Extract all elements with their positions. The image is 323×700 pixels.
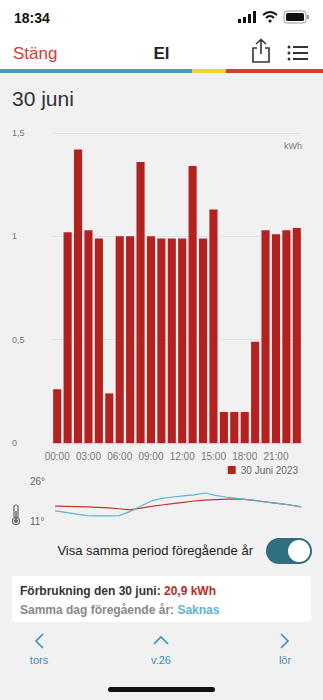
html-text:Förbrukning den 30 juni: 20,9: Förbrukning den 30 juni: 20,9 kWh	[20, 584, 216, 598]
html-text:18:34: 18:34	[14, 10, 50, 26]
svg-text:21:00: 21:00	[263, 451, 288, 462]
svg-text:15:00: 15:00	[201, 451, 226, 462]
svg-text:0,5: 0,5	[12, 335, 25, 345]
svg-text:1,5: 1,5	[12, 128, 25, 138]
svg-text:30 Juni 2023: 30 Juni 2023	[241, 465, 299, 476]
svg-text:09:00: 09:00	[138, 451, 163, 462]
svg-text:kWh: kWh	[284, 141, 302, 151]
html-text:Samma dag föregående år: Sakna: Samma dag föregående år: Saknas	[20, 603, 220, 617]
svg-text:11°: 11°	[30, 516, 44, 527]
svg-text:18:00: 18:00	[232, 451, 257, 462]
html-text:El: El	[153, 44, 170, 63]
svg-text:26°: 26°	[30, 476, 45, 487]
svg-text:0: 0	[12, 438, 17, 448]
svg-text:03:00: 03:00	[76, 451, 101, 462]
html-text:lör: lör	[278, 654, 292, 666]
svg-text:1: 1	[12, 231, 17, 241]
html-text:tors: tors	[29, 654, 49, 666]
html-text:Visa samma period föregående å: Visa samma period föregående år	[57, 543, 253, 558]
svg-text:12:00: 12:00	[170, 451, 195, 462]
html-text:v.26: v.26	[151, 654, 171, 666]
html-text:Stäng: Stäng	[13, 44, 58, 63]
svg-text:06:00: 06:00	[107, 451, 132, 462]
svg-text:00:00: 00:00	[45, 451, 70, 462]
html-text:30 juni: 30 juni	[12, 87, 74, 110]
